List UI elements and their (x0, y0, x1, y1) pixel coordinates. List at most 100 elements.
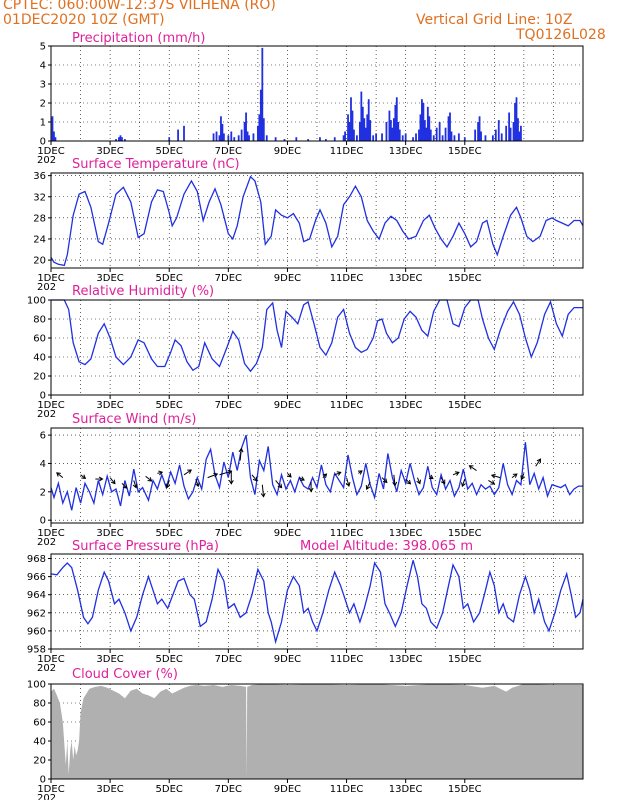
precip-bar (265, 135, 268, 141)
wind-arrow-head (165, 483, 171, 489)
cloud-frame (50, 683, 584, 780)
temp-series-line (50, 175, 584, 267)
wind-xtick-label: 11DEC (330, 528, 364, 539)
precip-xtick-label: 15DEC (448, 146, 482, 157)
precip-bar (418, 129, 420, 141)
temp-xtick-label: 5DEC (156, 273, 183, 284)
cloud-xtick-label: 7DEC (215, 784, 242, 795)
precip-bar (252, 133, 255, 141)
precip-ytick-label: 0 (40, 137, 46, 148)
precip-bar (177, 129, 179, 141)
precip-bar (389, 120, 392, 141)
precip-bar (261, 47, 264, 141)
cloud-title: Cloud Cover (%) (72, 667, 178, 682)
temp-xtick-label: 7DEC (215, 273, 242, 284)
precip-bar (360, 91, 363, 141)
wind-arrow (239, 448, 242, 461)
precip-bar (432, 135, 435, 141)
precip-xtick-label: 9DEC (274, 146, 301, 157)
wind-arrow (381, 477, 388, 483)
precip-bar (474, 129, 477, 141)
wind-arrow-head (122, 484, 128, 489)
precip-bar (350, 97, 352, 141)
precip-bar (369, 120, 372, 141)
precip-xtick-label: 13DEC (389, 146, 423, 157)
cloud-ytick-label: 100 (27, 680, 46, 691)
wind-ytick-label: 6 (40, 431, 46, 442)
wind-arrow-head (322, 473, 328, 479)
cloud-year-label: 202 (37, 793, 56, 800)
precip-bar (274, 137, 277, 141)
precip-ytick-label: 2 (40, 99, 46, 110)
precip-bar (404, 133, 407, 141)
precip-bar (517, 118, 519, 141)
wind-arrow-head (512, 473, 518, 478)
precip-bar (381, 133, 383, 141)
rh-series-line (51, 299, 583, 373)
temp-year-label: 202 (37, 282, 56, 293)
wind-arrow (334, 471, 341, 476)
precip-bar (478, 116, 481, 141)
precip-bar (457, 133, 460, 141)
wind-arrow (56, 472, 64, 479)
wind-arrow-head (147, 477, 153, 482)
precip-bar (342, 135, 345, 141)
precip-bar (220, 116, 222, 141)
precip-bar (512, 122, 515, 141)
rh-xtick-label: 13DEC (389, 400, 423, 411)
precip-bar (385, 122, 388, 141)
precip-ytick-label: 1 (40, 118, 46, 129)
precip-bar (351, 110, 354, 141)
pres-ytick-label: 964 (27, 590, 46, 601)
wind-arrow-head (520, 475, 525, 481)
rh-ytick-label: 40 (33, 353, 46, 364)
wind-arrow-head (300, 476, 305, 481)
precip-bar (518, 131, 521, 141)
cloud-xtick-label: 15DEC (448, 784, 482, 795)
precip-bar (508, 112, 511, 141)
wind-xtick-label: 7DEC (215, 528, 242, 539)
wind-arrow-head (382, 478, 388, 484)
precip-bar (372, 135, 375, 141)
precip-bar (426, 106, 429, 141)
precip-bar (319, 137, 321, 141)
precip-bar (121, 137, 123, 141)
rh-xtick-label: 15DEC (448, 400, 482, 411)
wind-arrow-head (252, 476, 258, 482)
precip-bar (514, 103, 516, 141)
wind-arrow-head (132, 483, 138, 489)
wind-arrow (521, 473, 525, 480)
precip-bar (353, 129, 355, 141)
wind-arrow-head (365, 485, 371, 490)
precip-bar (366, 114, 369, 141)
precip-bar (168, 137, 171, 141)
pres-xtick-label: 5DEC (156, 654, 183, 665)
wind-arrow (275, 480, 283, 488)
precip-bar (480, 131, 482, 141)
precip-bar (115, 139, 117, 141)
wind-arrow (121, 482, 128, 489)
precip-bar (453, 135, 456, 141)
wind-xtick-label: 3DEC (96, 528, 123, 539)
precip-xtick-label: 5DEC (156, 146, 183, 157)
temp-title: Surface Temperature (nC) (72, 157, 240, 172)
pres-ytick-label: 958 (27, 645, 46, 656)
pres-frame (50, 553, 584, 650)
precip-bar (449, 112, 451, 141)
pres-xtick-label: 11DEC (330, 654, 364, 665)
wind-arrow (461, 478, 466, 487)
wind-year-label: 202 (37, 537, 56, 548)
wind-arrow (80, 474, 86, 479)
temp-xtick-label: 3DEC (96, 273, 123, 284)
precip-bar (348, 122, 351, 141)
wind-arrow (488, 480, 495, 485)
precip-bar (429, 129, 432, 141)
rh-title: Relative Humidity (%) (72, 284, 214, 299)
temp-xtick-label: 9DEC (274, 273, 301, 284)
pres-xtick-label: 1DEC (37, 654, 64, 665)
precip-bar (391, 127, 394, 141)
wind-arrow-head (416, 479, 422, 485)
precip-bar (245, 112, 247, 141)
precip-bar (364, 127, 367, 141)
cloud-xtick-label: 3DEC (96, 784, 123, 795)
